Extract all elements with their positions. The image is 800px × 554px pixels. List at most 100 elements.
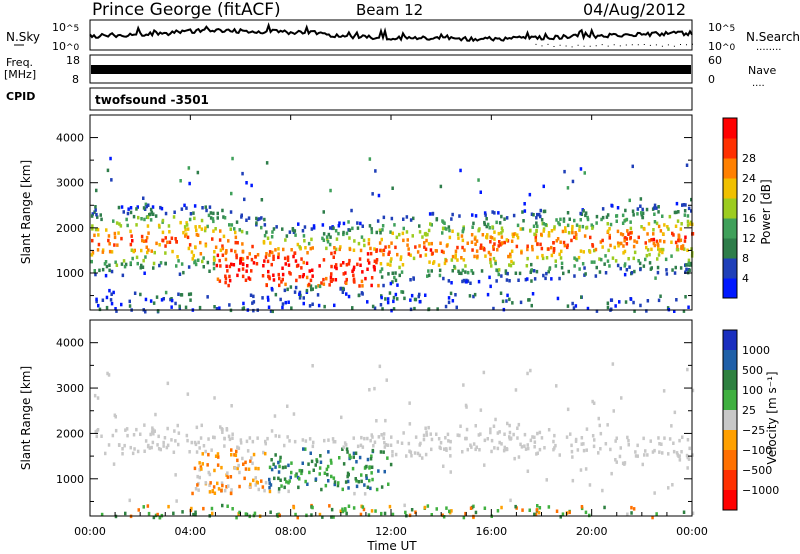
power-cell <box>441 231 444 235</box>
velocity-cell <box>273 414 277 418</box>
velocity-cell <box>527 446 530 451</box>
power-cell <box>271 230 274 234</box>
velocity-cell <box>569 432 572 436</box>
power-cell <box>627 257 630 261</box>
velocity-cell <box>435 507 438 511</box>
power-cell <box>284 262 287 266</box>
power-cell <box>115 309 118 313</box>
power-cell <box>396 297 399 301</box>
velocity-cell <box>508 430 512 435</box>
velocity-cell <box>526 469 530 473</box>
power-cell <box>624 208 627 213</box>
velocity-cell <box>290 470 293 475</box>
power-cell <box>172 215 176 219</box>
power-cell <box>681 244 685 248</box>
power-cell <box>114 260 117 264</box>
power-cell <box>352 267 355 272</box>
power-cell <box>427 307 430 312</box>
power-cell <box>339 245 342 249</box>
velocity-cell <box>643 453 646 457</box>
power-cell <box>307 282 311 287</box>
velocity-cell <box>274 453 277 457</box>
velocity-cell <box>310 459 314 464</box>
velocity-cell <box>287 463 290 468</box>
power-cell <box>254 255 257 259</box>
power-cell <box>221 253 225 257</box>
power-cell <box>562 240 566 245</box>
power-cell <box>115 221 119 225</box>
power-cell <box>579 218 582 222</box>
velocity-cell <box>193 440 197 445</box>
power-cell <box>526 277 529 281</box>
velocity-cell <box>326 472 329 477</box>
power-cell <box>322 277 325 282</box>
velocity-cell <box>425 433 429 437</box>
power-cell <box>341 290 345 294</box>
velocity-cell <box>422 433 426 438</box>
power-cell <box>534 233 538 237</box>
nsearch-label: N.Search <box>746 30 800 44</box>
power-cell <box>496 248 499 252</box>
power-cell <box>593 260 596 264</box>
power-cell <box>613 245 616 250</box>
velocity-cell <box>201 462 204 466</box>
velocity-cell <box>202 444 206 448</box>
velocity-cell <box>379 450 383 454</box>
power-cell <box>146 215 150 220</box>
power-ylabel: Slant Range [km] <box>19 160 33 264</box>
power-cell <box>508 297 511 302</box>
velocity-cell <box>125 427 129 431</box>
velocity-frame <box>89 319 693 517</box>
power-cell <box>528 298 531 302</box>
velocity-cell <box>318 466 322 470</box>
power-cell <box>522 219 525 223</box>
power-cell <box>571 301 574 306</box>
velocity-cell <box>314 477 318 481</box>
velocity-cell <box>229 475 233 479</box>
power-cell <box>182 270 185 275</box>
velocity-cell <box>305 513 308 518</box>
power-cell <box>120 262 124 266</box>
power-cell <box>311 287 314 291</box>
velocity-cell <box>353 491 356 496</box>
power-cell <box>675 210 678 215</box>
velocity-cell <box>156 512 159 517</box>
power-cell <box>604 254 607 258</box>
power-cell <box>608 233 611 238</box>
velocity-cell <box>592 444 596 449</box>
power-cell <box>509 263 513 268</box>
velocity-cell <box>362 507 366 512</box>
power-cell <box>213 305 216 309</box>
power-cell <box>188 243 192 247</box>
power-cell <box>235 255 238 260</box>
velocity-cell <box>228 437 232 442</box>
velocity-cell <box>347 504 351 508</box>
power-cell <box>334 278 338 282</box>
velocity-cell <box>219 425 222 429</box>
power-cell <box>302 296 305 300</box>
velocity-cell <box>220 481 224 485</box>
velocity-cell <box>365 464 368 469</box>
velocity-cell <box>584 467 588 471</box>
power-cell <box>627 232 630 236</box>
velocity-cell <box>352 506 356 510</box>
power-cell <box>614 259 618 263</box>
power-cell <box>558 252 561 257</box>
power-cell <box>578 228 581 232</box>
power-cell <box>302 260 305 265</box>
power-cell <box>465 280 468 284</box>
power-cell <box>218 306 221 310</box>
velocity-cell <box>198 461 201 465</box>
power-cell <box>430 223 433 227</box>
power-cell <box>659 239 662 243</box>
velocity-cell <box>620 396 623 400</box>
power-cell <box>559 256 563 260</box>
velocity-cell <box>333 480 337 484</box>
velocity-cell <box>225 473 228 477</box>
power-cell <box>101 267 105 272</box>
power-cell <box>249 293 253 297</box>
power-cell <box>231 156 234 161</box>
power-cell <box>690 261 693 266</box>
power-cell <box>318 284 322 289</box>
velocity-cell <box>370 471 373 475</box>
